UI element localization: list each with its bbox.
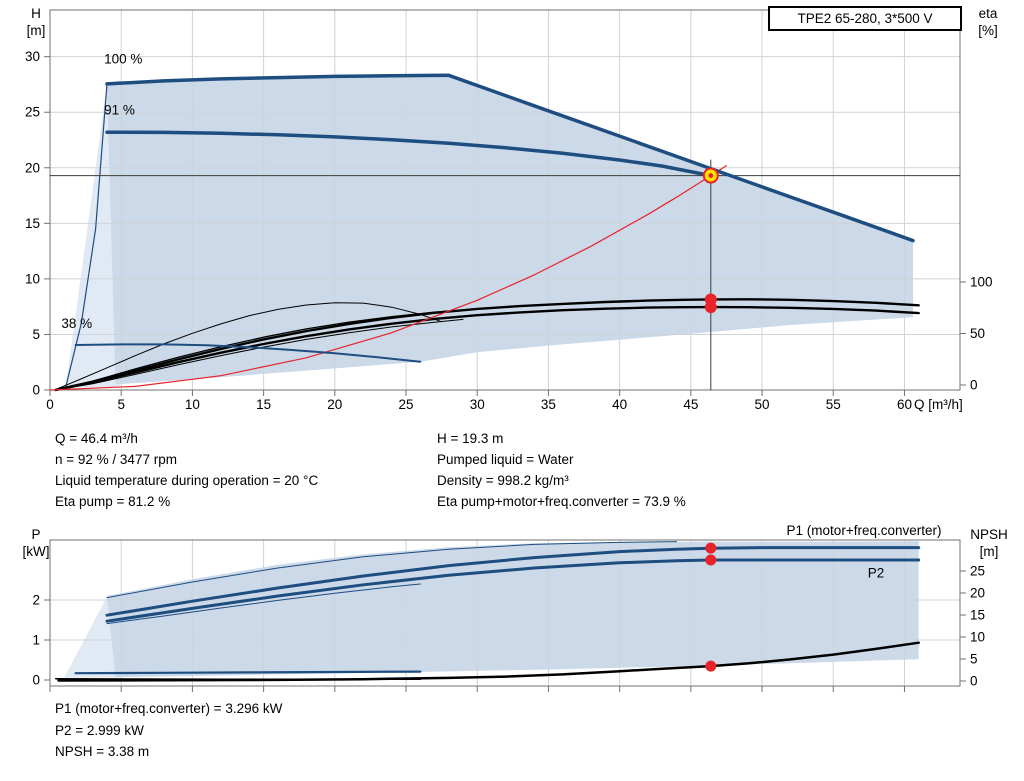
eta-axis-unit: [%]	[978, 23, 998, 38]
eta-axis-symbol: eta	[978, 6, 998, 21]
npsh-axis-title: NPSH [m]	[962, 526, 1016, 560]
p2-duty-dot	[705, 554, 717, 566]
y-tick-label: 5	[32, 327, 40, 342]
y-tick-label: 25	[25, 105, 40, 120]
min-flow-line	[65, 83, 108, 388]
h-axis-unit: [m]	[26, 23, 46, 38]
speed-label-100: 100 %	[104, 51, 142, 66]
p2-curve-label: P2	[868, 566, 885, 581]
y2-tick-label: 100	[970, 275, 993, 290]
plot-frame	[49, 9, 961, 391]
plot-frame	[49, 539, 961, 687]
h-axis-title: H [m]	[14, 5, 58, 39]
operating-info-col1: Q = 46.4 m³/h n = 92 % / 3477 rpm Liquid…	[55, 428, 318, 512]
p-axis-unit: [kW]	[22, 544, 50, 559]
y2-tick-label: 20	[970, 586, 985, 601]
x-tick-label: 0	[46, 397, 54, 412]
x-tick-label: 35	[541, 397, 556, 412]
info-pumped-liquid: Pumped liquid = Water	[437, 452, 574, 467]
info-speed: n = 92 % / 3477 rpm	[55, 452, 177, 467]
y-tick-label: 20	[25, 160, 40, 175]
head-chart-svg: 0 5 10 15 20 25 30 35 40 45 50 55 60 0 5 10 15 20 25 30 0 50 1…	[25, 9, 993, 412]
info-npsh: NPSH = 3.38 m	[55, 744, 150, 759]
x-tick-label: 40	[612, 397, 627, 412]
p1-duty-dot	[705, 542, 717, 554]
speed-curve-100	[105, 73, 915, 243]
x-tick-label: 20	[327, 397, 342, 412]
npsh-axis-unit: [m]	[979, 544, 999, 559]
y-tick-label: 30	[25, 49, 40, 64]
q-axis-title: Q [m³/h]	[914, 397, 963, 412]
y-tick-label: 2	[32, 593, 40, 608]
pump-model-box: TPE2 65-280, 3*500 V	[768, 6, 962, 31]
info-eta-pump: Eta pump = 81.2 %	[55, 494, 171, 509]
power-info-block: P1 (motor+freq.converter) = 3.296 kW P2 …	[55, 698, 282, 763]
npsh-axis-symbol: NPSH	[970, 527, 1008, 542]
y-tick-label: 0	[32, 383, 40, 398]
eta-total-curve	[54, 305, 920, 392]
info-flow: Q = 46.4 m³/h	[55, 431, 138, 446]
info-head: H = 19.3 m	[437, 431, 504, 446]
x-tick-label: 60	[897, 397, 912, 412]
info-eta-total: Eta pump+motor+freq.converter = 73.9 %	[437, 494, 686, 509]
power-thin-upper	[106, 541, 678, 599]
y2-tick-label: 15	[970, 608, 985, 623]
info-p1: P1 (motor+freq.converter) = 3.296 kW	[55, 701, 283, 716]
x-tick-label: 25	[399, 397, 414, 412]
speed-label-91: 91 %	[104, 102, 135, 117]
y-tick-label: 15	[25, 216, 40, 231]
x-tick-label: 50	[755, 397, 770, 412]
y2-tick-label: 10	[970, 630, 985, 645]
eta-axis-title: eta [%]	[966, 5, 1010, 39]
speed-curve-91	[105, 130, 713, 178]
eta-pump-curve	[54, 298, 920, 391]
x-tick-label: 30	[470, 397, 485, 412]
npsh-curve	[57, 641, 920, 682]
power-envelope	[107, 541, 919, 678]
speed-label-38: 38 %	[61, 316, 92, 331]
x-tick-label: 15	[256, 397, 271, 412]
operating-envelope	[107, 75, 913, 385]
y2-tick-label: 25	[970, 564, 985, 579]
power-curve-38	[74, 670, 422, 675]
eta-curve-bundle-2	[55, 318, 464, 391]
speed-curve-38	[74, 343, 422, 363]
info-density: Density = 998.2 kg/m³	[437, 473, 569, 488]
y-tick-label: 10	[25, 271, 40, 286]
p1-curve	[105, 546, 921, 617]
y-tick-label: 0	[32, 673, 40, 688]
h-axis-symbol: H	[31, 6, 41, 21]
info-liquid-temp: Liquid temperature during operation = 20…	[55, 473, 319, 488]
p2-curve	[105, 558, 921, 623]
eta-curve-peak	[55, 302, 443, 390]
x-tick-label: 5	[117, 397, 125, 412]
y2-tick-label: 0	[970, 674, 978, 689]
operating-envelope-light	[65, 80, 120, 388]
operating-info-col2: H = 19.3 m Pumped liquid = Water Density…	[437, 428, 686, 512]
system-curve	[49, 165, 727, 391]
x-tick-label: 10	[185, 397, 200, 412]
x-tick-label: 45	[683, 397, 698, 412]
p-axis-symbol: P	[31, 527, 41, 542]
x-tick-label: 55	[826, 397, 841, 412]
npsh-duty-dot	[705, 660, 717, 672]
eta-total-duty-dot	[704, 301, 717, 314]
y-tick-label: 1	[32, 633, 40, 648]
duty-point-marker-center	[708, 173, 714, 178]
p1-curve-label: P1 (motor+freq.converter)	[787, 523, 942, 538]
y2-tick-label: 0	[970, 378, 978, 393]
y2-tick-label: 5	[970, 652, 978, 667]
info-p2: P2 = 2.999 kW	[55, 722, 144, 738]
y2-tick-label: 50	[970, 326, 985, 341]
p-axis-title: P [kW]	[14, 526, 58, 560]
power-thin-mid	[106, 583, 421, 625]
